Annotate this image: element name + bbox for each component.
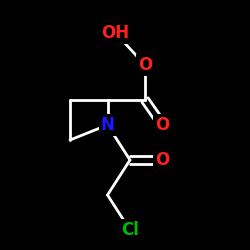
Text: O: O	[138, 56, 152, 74]
Text: O: O	[156, 116, 170, 134]
Text: O: O	[156, 151, 170, 169]
Text: OH: OH	[101, 24, 129, 42]
Text: Cl: Cl	[121, 221, 139, 239]
Text: N: N	[100, 116, 114, 134]
